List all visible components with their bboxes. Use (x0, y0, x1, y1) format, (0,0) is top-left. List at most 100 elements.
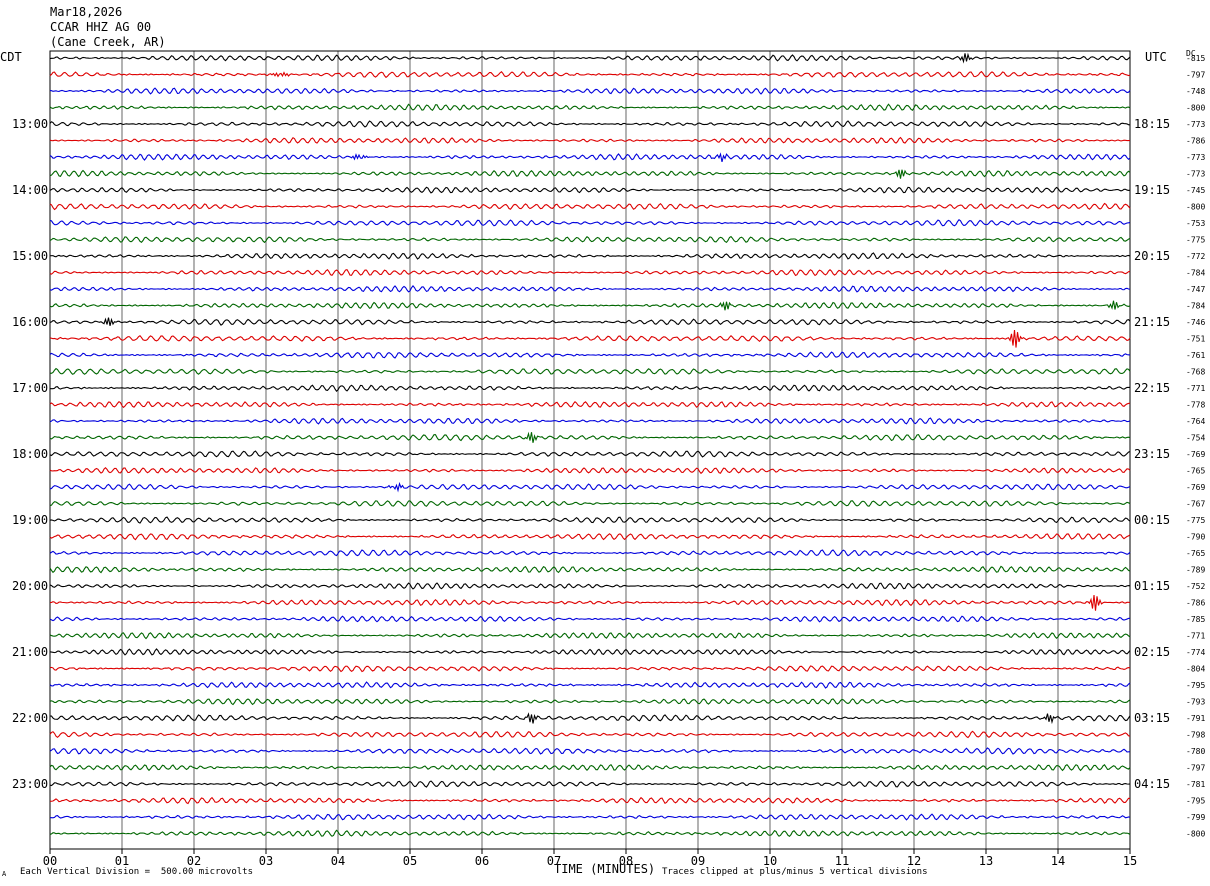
seismic-trace (49, 582, 1131, 590)
seismic-trace (49, 565, 1131, 574)
utc-hour-label: 03:15 (1134, 711, 1170, 725)
dc-offset-label: -765 (1186, 549, 1205, 558)
dc-offset-label: -747 (1186, 285, 1205, 294)
utc-hour-label: 19:15 (1134, 183, 1170, 197)
x-tick-label: 00 (43, 854, 57, 868)
seismic-trace (49, 351, 1131, 359)
seismic-trace (49, 235, 1131, 244)
dc-offset-label: -769 (1186, 450, 1205, 459)
seismic-trace (49, 136, 1131, 144)
x-tick-label: 06 (475, 854, 489, 868)
dc-offset-label: -780 (1186, 747, 1205, 756)
utc-hour-label: 00:15 (1134, 513, 1170, 527)
dc-offset-label: -771 (1186, 632, 1205, 641)
x-tick-label: 02 (187, 854, 201, 868)
dc-offset-label: -798 (1186, 731, 1205, 740)
x-tick-label: 09 (691, 854, 705, 868)
dc-offset-label: -753 (1186, 219, 1205, 228)
seismic-trace (49, 186, 1131, 194)
dc-offset-label: -799 (1186, 813, 1205, 822)
cdt-hour-label: 13:00 (12, 117, 48, 131)
seismic-trace (49, 712, 1131, 725)
dc-offset-label: -775 (1186, 236, 1205, 245)
dc-offset-label: -815 (1186, 54, 1205, 63)
dc-offset-label: -793 (1186, 698, 1205, 707)
seismic-trace (49, 317, 1131, 326)
plot-date: Mar18,2026 (50, 5, 123, 19)
dc-offset-label: -764 (1186, 417, 1205, 426)
seismic-trace (49, 698, 1131, 706)
dc-offset-label: -772 (1186, 252, 1205, 261)
utc-hour-label: 23:15 (1134, 447, 1170, 461)
seismic-trace (49, 516, 1131, 524)
dc-offset-label: -774 (1186, 648, 1205, 657)
dc-offset-heading: DC (1186, 49, 1196, 58)
station-location: (Cane Creek, AR) (50, 35, 166, 49)
corner-mark: A (2, 870, 7, 878)
right-timezone-label: UTC (1145, 50, 1167, 64)
dc-offset-label: -751 (1186, 335, 1205, 344)
x-tick-label: 11 (835, 854, 849, 868)
dc-offset-label: -778 (1186, 401, 1205, 410)
dc-offset-label: -775 (1186, 516, 1205, 525)
dc-offset-label: -791 (1186, 714, 1205, 723)
x-tick-label: 01 (115, 854, 129, 868)
left-timezone-label: CDT (0, 50, 22, 64)
dc-offset-label: -800 (1186, 104, 1205, 113)
cdt-hour-label: 21:00 (12, 645, 48, 659)
seismic-trace (49, 730, 1131, 739)
seismic-trace (49, 252, 1131, 260)
utc-hour-label: 18:15 (1134, 117, 1170, 131)
seismic-trace (49, 763, 1131, 772)
cdt-hour-label: 19:00 (12, 513, 48, 527)
x-tick-label: 12 (907, 854, 921, 868)
plot-frame (49, 50, 1131, 850)
seismic-trace (49, 417, 1131, 425)
dc-offset-label: -797 (1186, 71, 1205, 80)
station-code: CCAR HHZ AG 00 (50, 20, 152, 34)
dc-offset-label: -795 (1186, 797, 1205, 806)
dc-offset-label: -748 (1186, 87, 1205, 96)
seismic-trace (49, 665, 1131, 673)
seismic-trace (49, 400, 1131, 409)
seismic-trace (49, 103, 1131, 112)
seismic-trace (49, 632, 1131, 640)
dc-offset-label: -786 (1186, 137, 1205, 146)
dc-offset-label: -773 (1186, 170, 1205, 179)
seismic-trace (49, 87, 1131, 95)
seismic-trace (49, 284, 1131, 293)
x-tick-label: 08 (619, 854, 633, 868)
seismic-trace (49, 747, 1131, 755)
utc-hour-label: 02:15 (1134, 645, 1170, 659)
seismic-trace (49, 52, 1131, 64)
cdt-hour-label: 17:00 (12, 381, 48, 395)
utc-hour-label: 20:15 (1134, 249, 1170, 263)
seismic-trace (49, 813, 1131, 821)
clip-note: Traces clipped at plus/minus 5 vertical … (662, 867, 928, 877)
dc-offset-label: -795 (1186, 681, 1205, 690)
seismic-trace (49, 796, 1131, 805)
seismic-trace (49, 367, 1131, 375)
seismic-trace (49, 681, 1131, 689)
seismic-trace (49, 829, 1131, 838)
cdt-hour-label: 16:00 (12, 315, 48, 329)
seismic-trace (49, 780, 1131, 788)
x-tick-label: 14 (1051, 854, 1065, 868)
dc-offset-label: -773 (1186, 153, 1205, 162)
x-axis-title: TIME (MINUTES) (554, 862, 656, 876)
dc-offset-label: -784 (1186, 269, 1205, 278)
x-tick-label: 13 (979, 854, 993, 868)
seismic-trace (49, 70, 1131, 79)
seismic-trace (49, 648, 1131, 656)
dc-offset-label: -804 (1186, 665, 1205, 674)
dc-offset-label: -784 (1186, 302, 1205, 311)
dc-offset-label: -800 (1186, 830, 1205, 839)
x-tick-label: 03 (259, 854, 273, 868)
cdt-hour-label: 22:00 (12, 711, 48, 725)
seismic-trace (49, 481, 1131, 493)
x-tick-label: 05 (403, 854, 417, 868)
seismic-trace (49, 152, 1131, 162)
dc-offset-label: -745 (1186, 186, 1205, 195)
dc-offset-label: -768 (1186, 368, 1205, 377)
